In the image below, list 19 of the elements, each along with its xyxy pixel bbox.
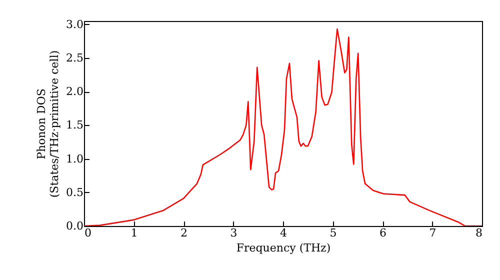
y-tick-label: 1.5 (66, 118, 84, 132)
y-tick-label: 1.0 (66, 152, 84, 166)
y-tick-label: 0.5 (66, 186, 84, 199)
line-series (84, 28, 482, 226)
x-tick-label: 1 (130, 226, 138, 240)
x-tick-label: 0 (84, 226, 92, 240)
x-axis-title: Frequency (THz) (236, 242, 331, 254)
y-axis-title: Phonon DOS (States/THz·primitive cell) (35, 50, 62, 198)
y-tick-label: 3.0 (66, 18, 84, 31)
x-tick-label: 6 (380, 226, 386, 240)
x-tick-label: 7 (429, 226, 436, 240)
x-tick-label: 4 (280, 226, 287, 240)
y-tick-label: 0.0 (66, 220, 84, 232)
x-tick-label: 8 (476, 226, 482, 240)
y-tick-label: 2.5 (66, 51, 84, 64)
x-tick-label: 5 (330, 226, 337, 240)
x-tick-label: 3 (230, 226, 238, 240)
x-tick-label: 2 (180, 226, 188, 240)
y-tick-label: 2.0 (66, 85, 84, 98)
